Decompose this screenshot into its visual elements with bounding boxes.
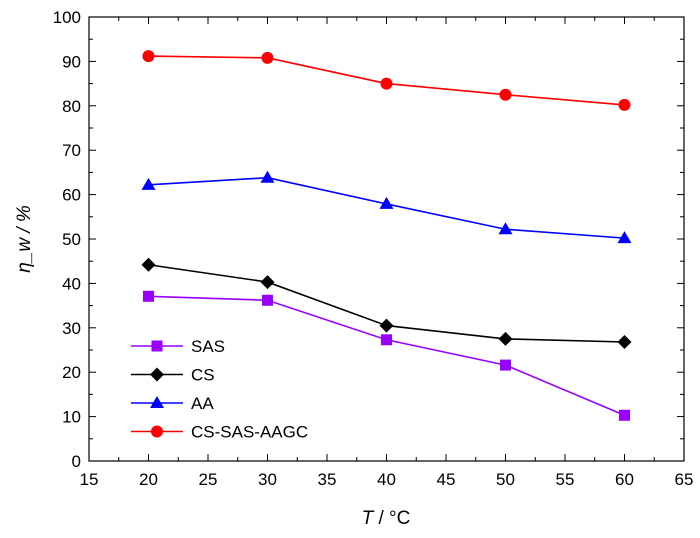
series-cs-sas-aagc <box>142 50 631 111</box>
legend-marker <box>151 425 163 438</box>
x-tick-label: 35 <box>318 470 337 489</box>
data-point <box>262 294 273 306</box>
x-tick-label: 30 <box>258 470 277 489</box>
y-tick-label: 30 <box>62 319 81 338</box>
x-tick-label: 40 <box>377 470 396 489</box>
data-point <box>141 177 156 190</box>
x-tick-label: 50 <box>496 470 515 489</box>
y-tick-label: 90 <box>62 52 81 71</box>
legend-label: CS <box>191 366 215 385</box>
series-cs <box>141 257 632 350</box>
data-point <box>379 318 394 333</box>
x-tick-label: 20 <box>139 470 158 489</box>
x-tick-label: 65 <box>675 470 694 489</box>
data-point <box>142 50 155 63</box>
legend-label: CS-SAS-AAGC <box>191 423 308 442</box>
data-point <box>618 98 631 111</box>
axis-ticks: 15 20 25 30 35 40 45 50 55 60 65 0 10 20 30 40 50 60 70 80 9… <box>53 8 694 489</box>
data-point <box>380 77 393 90</box>
legend-marker <box>150 396 164 408</box>
data-point <box>143 290 154 302</box>
legend-label: AA <box>191 394 214 413</box>
y-tick-label: 60 <box>62 186 81 205</box>
x-axis-label: T / °C <box>362 508 411 529</box>
data-point <box>499 88 512 101</box>
data-point <box>379 196 394 209</box>
x-axis-label-unit: / °C <box>373 508 410 529</box>
data-point <box>619 409 630 421</box>
y-tick-label: 80 <box>62 97 81 116</box>
y-tick-label: 100 <box>53 8 81 27</box>
data-point <box>498 331 513 346</box>
x-tick-label: 15 <box>80 470 99 489</box>
legend: SAS CS AA CS-SAS-AAGC <box>131 337 308 442</box>
data-point <box>261 51 274 64</box>
legend-item: SAS <box>131 337 225 356</box>
y-tick-label: 70 <box>62 141 81 160</box>
x-tick-label: 60 <box>615 470 634 489</box>
data-point <box>617 231 632 244</box>
x-axis-label-var: T <box>362 508 375 529</box>
y-tick-label: 20 <box>62 363 81 382</box>
series-aa <box>141 170 632 244</box>
data-point <box>381 334 392 346</box>
y-tick-label: 50 <box>62 230 81 249</box>
data-point <box>617 335 632 350</box>
legend-marker <box>151 340 163 352</box>
data-point <box>260 275 275 290</box>
data-point <box>260 170 275 183</box>
legend-label: SAS <box>191 337 225 356</box>
data-point <box>500 359 511 371</box>
legend-item: CS <box>131 366 215 385</box>
legend-marker <box>150 367 164 382</box>
x-tick-label: 55 <box>556 470 575 489</box>
data-point <box>498 222 513 235</box>
y-tick-label: 10 <box>62 408 81 427</box>
series-group <box>141 50 632 421</box>
y-tick-label: 0 <box>72 452 81 471</box>
x-tick-label: 45 <box>437 470 456 489</box>
legend-item: AA <box>131 394 214 413</box>
legend-item: CS-SAS-AAGC <box>131 423 308 442</box>
series-sas <box>143 290 630 421</box>
y-axis-label: η_w / % <box>14 205 35 273</box>
x-tick-label: 25 <box>199 470 218 489</box>
y-tick-label: 40 <box>62 274 81 293</box>
data-point <box>141 257 156 272</box>
